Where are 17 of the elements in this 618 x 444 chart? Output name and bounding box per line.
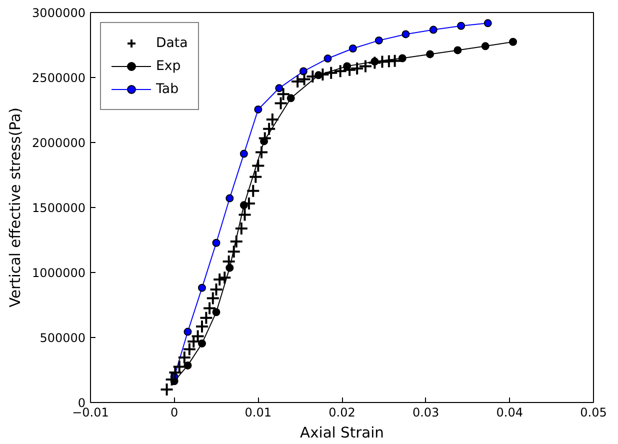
y-tick-label: 3000000 bbox=[32, 6, 86, 20]
y-tick-label: 1500000 bbox=[32, 201, 86, 215]
legend-label: Tab bbox=[156, 82, 179, 96]
x-axis-title: Axial Strain bbox=[300, 424, 384, 442]
y-tick-label: 2000000 bbox=[32, 136, 86, 150]
y-tick-label: 2500000 bbox=[32, 71, 86, 85]
y-tick-label: 500000 bbox=[40, 331, 86, 345]
y-tick-label: 1000000 bbox=[32, 266, 86, 280]
x-tick-label: 0.01 bbox=[244, 406, 272, 420]
x-tick-label: 0.03 bbox=[412, 406, 440, 420]
legend-label: Exp bbox=[156, 58, 181, 74]
x-tick-label: 0 bbox=[170, 406, 178, 420]
y-axis-title: Vertical effective stress(Pa) bbox=[7, 108, 24, 308]
x-tick-label: 0.05 bbox=[580, 406, 607, 420]
legend-label: Data bbox=[156, 36, 188, 50]
x-tick-label: 0.02 bbox=[328, 406, 356, 420]
x-tick-label: 0.04 bbox=[496, 406, 524, 420]
